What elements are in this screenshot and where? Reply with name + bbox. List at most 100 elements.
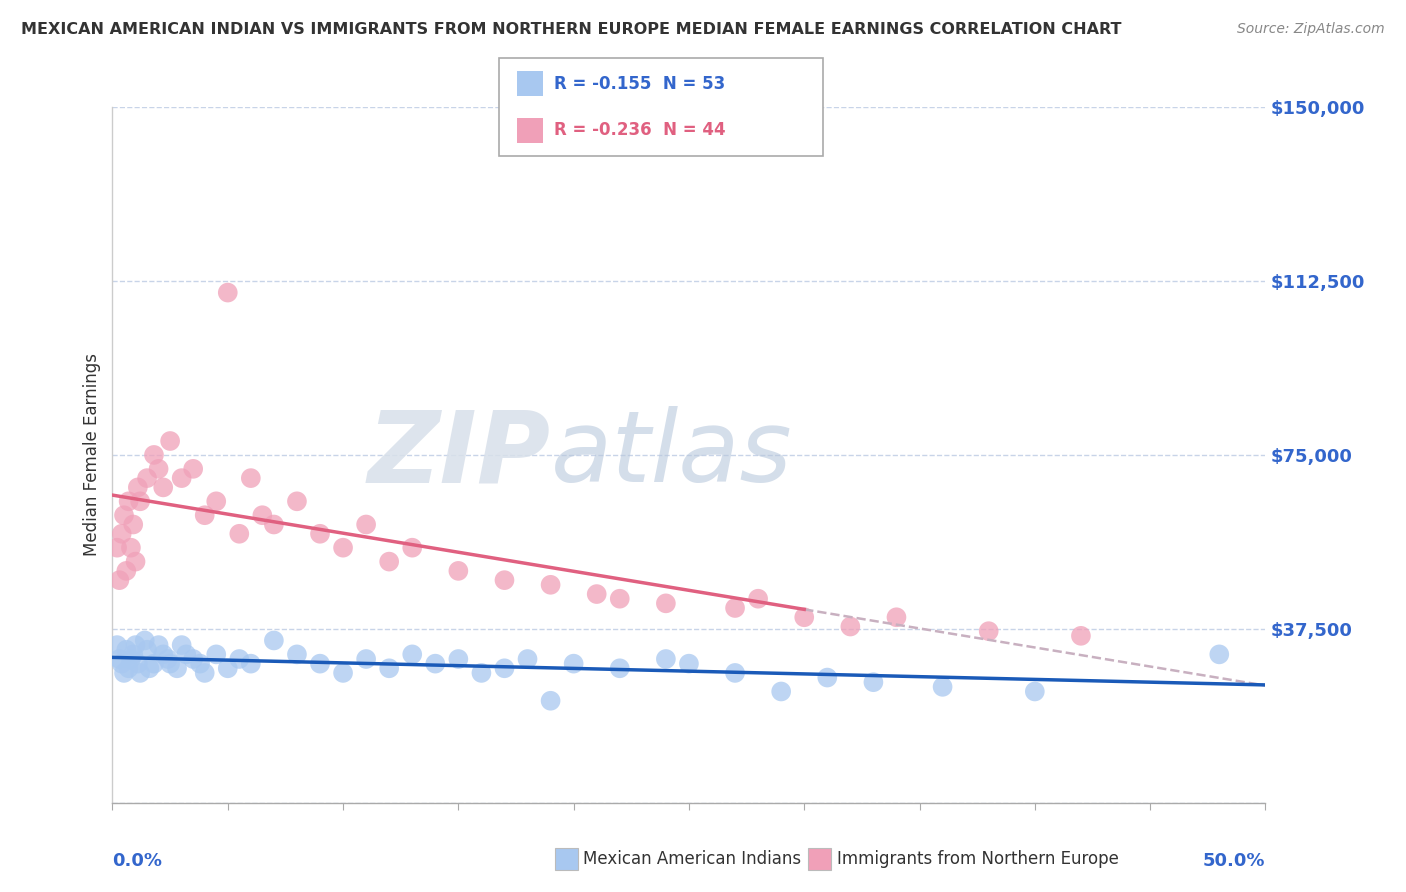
Point [770,684,793,698]
Point [815,671,838,685]
Point [724,601,747,615]
Point [585,587,607,601]
Point [117,494,139,508]
Text: MEXICAN AMERICAN INDIAN VS IMMIGRANTS FROM NORTHERN EUROPE MEDIAN FEMALE EARNING: MEXICAN AMERICAN INDIAN VS IMMIGRANTS FR… [21,22,1122,37]
Point [655,596,678,610]
Point [354,652,377,666]
Point [655,652,678,666]
Point [1070,629,1092,643]
Point [105,638,128,652]
Point [747,591,769,606]
Text: 50.0%: 50.0% [1204,852,1265,870]
Point [122,648,145,662]
Point [111,526,134,541]
Point [120,541,142,555]
Point [1024,684,1046,698]
Point [122,517,145,532]
Point [138,661,160,675]
Point [136,642,159,657]
Point [494,661,516,675]
Point [309,657,332,671]
Point [516,652,538,666]
Point [309,526,332,541]
Point [159,434,181,448]
Point [194,508,217,523]
Point [181,652,204,666]
Point [143,657,166,671]
Point [108,652,131,666]
Point [108,573,131,587]
Point [181,462,204,476]
Point [401,648,423,662]
Point [115,642,138,657]
Point [111,657,134,671]
Point [136,471,159,485]
Point [609,661,631,675]
Point [724,665,747,680]
Point [205,494,228,508]
Point [285,648,308,662]
Point [129,494,152,508]
Text: atlas: atlas [551,407,792,503]
Text: Source: ZipAtlas.com: Source: ZipAtlas.com [1237,22,1385,37]
Point [170,638,193,652]
Point [425,657,447,671]
Point [285,494,308,508]
Point [112,508,135,523]
Text: Mexican American Indians: Mexican American Indians [583,850,801,868]
Point [678,657,700,671]
Point [470,665,492,680]
Point [540,694,562,708]
Point [447,652,470,666]
Point [129,665,152,680]
Point [127,480,149,494]
Text: ZIP: ZIP [367,407,551,503]
Point [194,665,217,680]
Point [332,665,354,680]
Point [793,610,815,624]
Point [354,517,377,532]
Point [117,661,139,675]
Point [174,648,197,662]
Point [931,680,953,694]
Point [152,480,174,494]
Point [1208,648,1230,662]
Point [156,652,179,666]
Point [540,578,562,592]
Point [239,657,262,671]
Point [134,633,156,648]
Point [159,657,181,671]
Point [228,526,250,541]
Point [120,652,142,666]
Point [447,564,470,578]
Point [166,661,188,675]
Point [143,448,166,462]
Point [115,564,138,578]
Point [217,661,239,675]
Point [228,652,250,666]
Point [977,624,1000,639]
Point [378,555,401,569]
Point [609,591,631,606]
Point [263,633,285,648]
Point [148,462,170,476]
Point [886,610,908,624]
Text: R = -0.155  N = 53: R = -0.155 N = 53 [554,75,725,93]
Point [217,285,239,300]
Text: 0.0%: 0.0% [112,852,163,870]
Point [112,665,135,680]
Point [252,508,274,523]
Point [562,657,585,671]
Point [105,541,128,555]
Point [124,638,146,652]
Point [188,657,211,671]
Point [170,471,193,485]
Y-axis label: Median Female Earnings: Median Female Earnings [83,353,101,557]
Point [205,648,228,662]
Point [263,517,285,532]
Text: Immigrants from Northern Europe: Immigrants from Northern Europe [837,850,1118,868]
Point [148,638,170,652]
Point [239,471,262,485]
Point [378,661,401,675]
Point [332,541,354,555]
